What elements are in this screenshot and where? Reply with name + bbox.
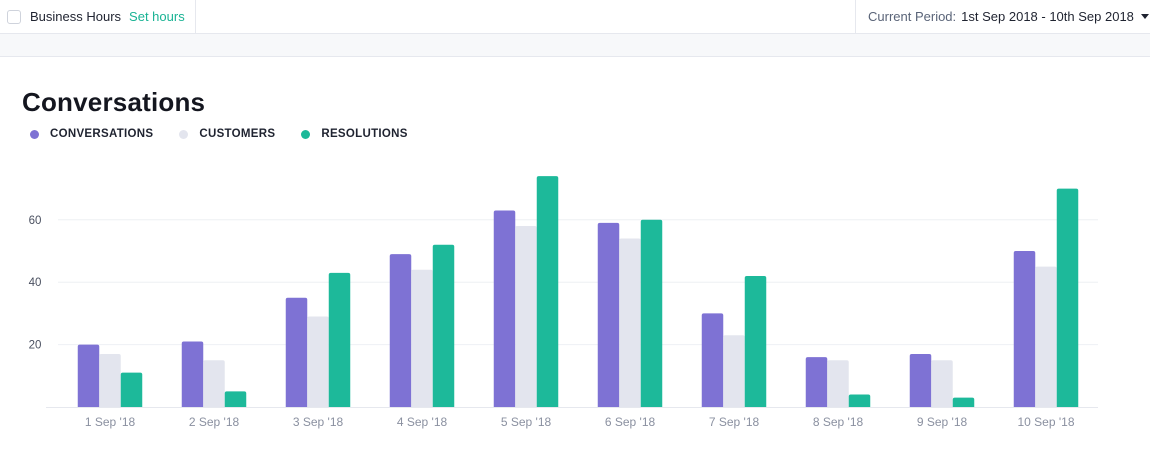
x-tick-label: 10 Sep '18 bbox=[1017, 415, 1074, 429]
bar-customers[interactable] bbox=[827, 360, 849, 407]
bar-customers[interactable] bbox=[1035, 266, 1057, 407]
bar-resolutions[interactable] bbox=[432, 244, 455, 407]
business-hours-filter: Business Hours Set hours bbox=[0, 0, 196, 33]
bar-resolutions[interactable] bbox=[952, 397, 975, 407]
bar-customers[interactable] bbox=[411, 269, 433, 407]
bar-resolutions[interactable] bbox=[536, 176, 559, 407]
x-tick-label: 4 Sep '18 bbox=[397, 415, 448, 429]
bar-resolutions[interactable] bbox=[120, 372, 143, 407]
bar-conversations[interactable] bbox=[909, 353, 932, 407]
x-tick-label: 8 Sep '18 bbox=[813, 415, 864, 429]
bar-customers[interactable] bbox=[619, 238, 641, 407]
x-tick-label: 7 Sep '18 bbox=[709, 415, 760, 429]
x-tick-label: 5 Sep '18 bbox=[501, 415, 552, 429]
bar-customers[interactable] bbox=[515, 226, 537, 407]
chart-legend: CONVERSATIONS CUSTOMERS RESOLUTIONS bbox=[30, 128, 434, 140]
bar-conversations[interactable] bbox=[1013, 251, 1036, 407]
bar-customers[interactable] bbox=[723, 335, 745, 407]
bar-resolutions[interactable] bbox=[848, 394, 871, 407]
legend-label: CUSTOMERS bbox=[199, 128, 276, 140]
business-hours-label: Business Hours bbox=[30, 9, 122, 24]
bar-resolutions[interactable] bbox=[1056, 188, 1079, 407]
x-tick-label: 2 Sep '18 bbox=[189, 415, 240, 429]
bar-conversations[interactable] bbox=[77, 344, 100, 407]
y-tick-label: 60 bbox=[29, 215, 42, 227]
period-value: 1st Sep 2018 - 10th Sep 2018 bbox=[961, 9, 1134, 24]
bar-conversations[interactable] bbox=[493, 210, 516, 407]
x-tick-label: 3 Sep '18 bbox=[293, 415, 344, 429]
legend-dot-icon bbox=[301, 129, 311, 139]
bar-resolutions[interactable] bbox=[224, 391, 247, 407]
business-hours-checkbox[interactable] bbox=[7, 9, 21, 24]
bar-resolutions[interactable] bbox=[744, 275, 767, 407]
legend-label: RESOLUTIONS bbox=[321, 128, 408, 140]
set-hours-link[interactable]: Set hours bbox=[129, 9, 185, 24]
bar-customers[interactable] bbox=[307, 316, 329, 407]
x-tick-label: 9 Sep '18 bbox=[917, 415, 968, 429]
bar-customers[interactable] bbox=[99, 353, 121, 407]
period-label: Current Period: bbox=[868, 9, 957, 24]
bar-customers[interactable] bbox=[931, 360, 953, 407]
y-tick-label: 40 bbox=[29, 277, 42, 289]
bar-conversations[interactable] bbox=[181, 341, 204, 407]
legend-item-resolutions[interactable]: RESOLUTIONS bbox=[301, 128, 407, 140]
period-selector[interactable]: Current Period: 1st Sep 2018 - 10th Sep … bbox=[855, 0, 1150, 33]
chart-title: Conversations bbox=[22, 87, 206, 117]
bar-conversations[interactable] bbox=[701, 313, 724, 407]
legend-dot-icon bbox=[30, 129, 39, 139]
bar-conversations[interactable] bbox=[805, 357, 828, 407]
legend-label: CONVERSATIONS bbox=[50, 128, 154, 140]
x-tick-label: 6 Sep '18 bbox=[605, 415, 656, 429]
bar-conversations[interactable] bbox=[285, 297, 308, 407]
bar-customers[interactable] bbox=[203, 360, 225, 407]
chevron-down-icon bbox=[1140, 14, 1149, 19]
y-tick-label: 20 bbox=[29, 340, 42, 352]
legend-item-conversations[interactable]: CONVERSATIONS bbox=[30, 128, 153, 140]
bar-conversations[interactable] bbox=[389, 254, 412, 407]
filter-bar: Business Hours Set hours Current Period:… bbox=[0, 0, 1150, 34]
legend-item-customers[interactable]: CUSTOMERS bbox=[179, 128, 275, 140]
bar-resolutions[interactable] bbox=[328, 272, 351, 407]
bar-conversations[interactable] bbox=[597, 222, 620, 407]
section-divider bbox=[0, 34, 1150, 57]
bar-resolutions[interactable] bbox=[640, 219, 663, 407]
x-tick-label: 1 Sep '18 bbox=[85, 415, 136, 429]
legend-dot-icon bbox=[179, 129, 189, 139]
bar-chart: 20 40 60 1 Sep '18 2 Sep '18 3 Sep '18 4 Sep '… bbox=[29, 176, 1098, 429]
